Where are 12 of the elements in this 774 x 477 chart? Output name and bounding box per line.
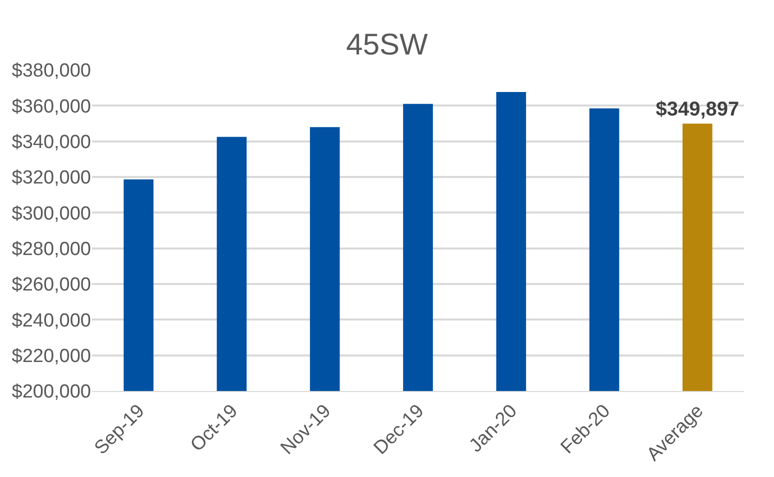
y-tick-label: $280,000: [12, 238, 91, 260]
y-tick-label: $220,000: [12, 346, 91, 367]
chart-title: 45SW: [346, 28, 429, 62]
data-label: $349,897: [656, 98, 740, 121]
y-tick-label: $300,000: [12, 203, 91, 224]
y-tick-label: $340,000: [12, 132, 91, 153]
y-tick-label: $360,000: [12, 96, 91, 118]
y-tick-label: $260,000: [12, 274, 91, 296]
y-tick-label: $240,000: [12, 310, 91, 332]
y-tick-label: $380,000: [12, 60, 91, 82]
y-tick-label: $200,000: [12, 382, 91, 403]
y-tick-label: $320,000: [12, 168, 91, 189]
